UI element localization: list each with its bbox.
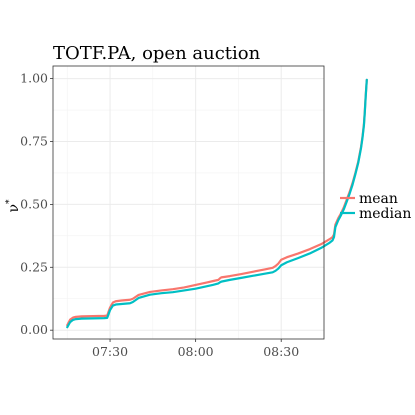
plot-panel	[53, 66, 324, 339]
chart-title: TOTF.PA, open auction	[53, 43, 261, 64]
y-tick-label: 0.25	[20, 259, 48, 274]
series-line-median	[66, 78, 368, 329]
x-tick-label: 08:30	[263, 344, 299, 359]
y-tick-label: 0.75	[20, 133, 48, 148]
x-axis-ticks: 07:30 08:00 08:30	[92, 339, 299, 359]
plot-border	[52, 65, 325, 340]
grid-lines	[53, 66, 324, 339]
y-tick-label: 0.50	[20, 196, 48, 211]
legend-label-median: median	[359, 206, 411, 222]
x-tick-label: 08:00	[178, 344, 214, 359]
y-axis-label-main: ν	[6, 204, 22, 213]
series-lines	[66, 78, 368, 329]
y-axis-label: ν*	[5, 199, 22, 213]
y-tick-label: 1.00	[20, 71, 48, 86]
y-axis-ticks: 0.00 0.25 0.50 0.75 1.00	[20, 71, 53, 337]
x-tick-label: 07:30	[92, 344, 128, 359]
legend-label-mean: mean	[359, 191, 398, 207]
y-axis-label-superscript: *	[5, 199, 15, 204]
y-tick-label: 0.00	[20, 322, 48, 337]
